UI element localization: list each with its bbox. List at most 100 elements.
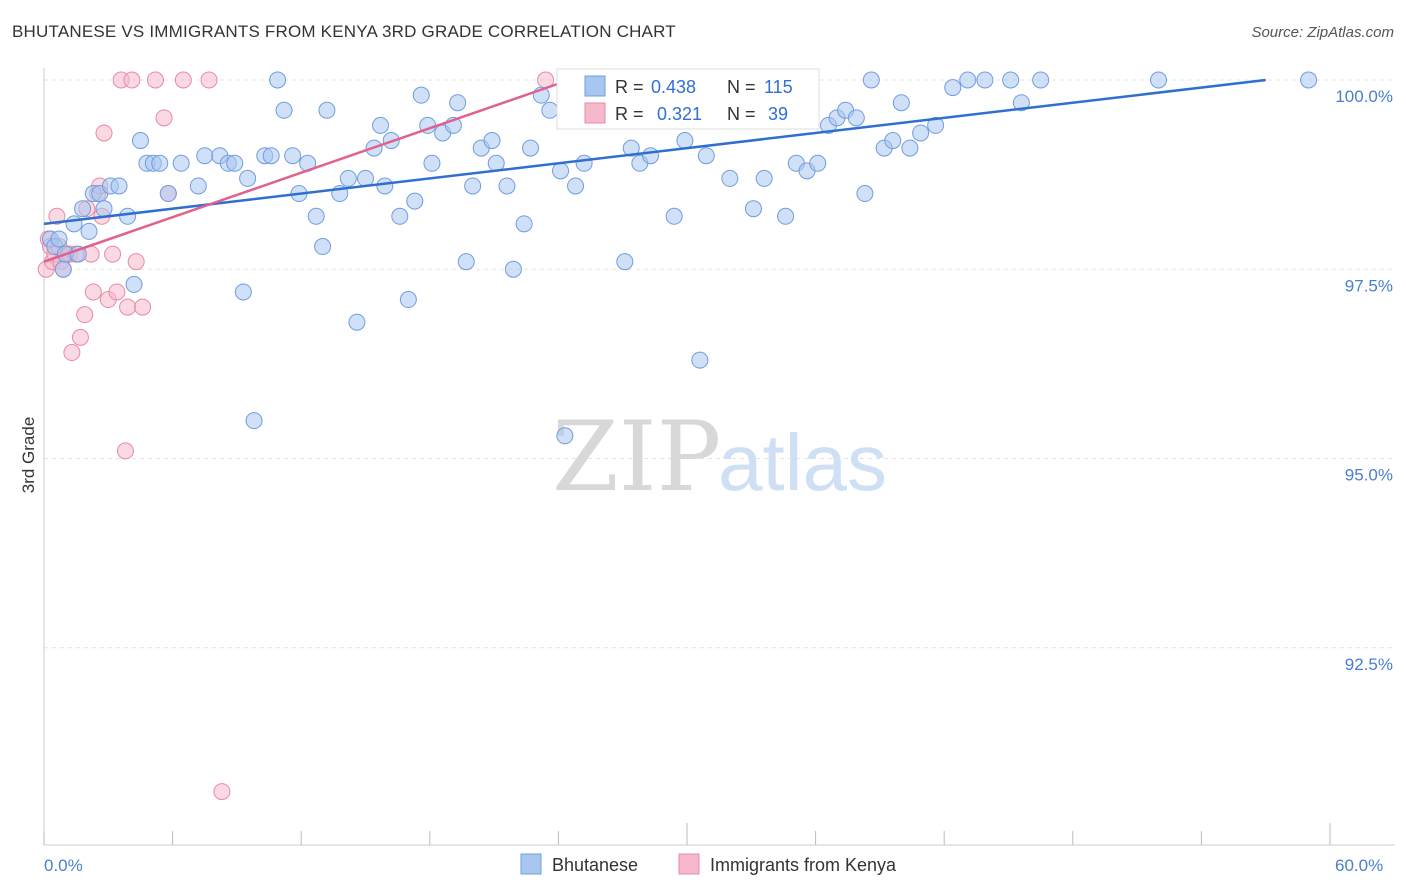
point-bhutanese-71: [575, 154, 593, 172]
point-bhutanese-57: [457, 253, 475, 271]
point-bhutanese-43: [357, 169, 374, 187]
x-tick-label-60: 60.0%: [1335, 856, 1383, 875]
legend-swatch-kenya: [584, 102, 606, 124]
chart-title: BHUTANESE VS IMMIGRANTS FROM KENYA 3RD G…: [12, 22, 676, 41]
bottom-legend-swatch-kenya: [678, 853, 700, 875]
point-bhutanese-102: [892, 94, 910, 112]
point-bhutanese-29: [245, 412, 263, 430]
bottom-legend-label-kenya: Immigrants from Kenya: [710, 855, 897, 875]
point-bhutanese-90: [777, 207, 795, 225]
bottom-legend: Bhutanese Immigrants from Kenya: [520, 853, 897, 875]
point-kenya-11: [63, 344, 81, 362]
point-kenya-17: [84, 283, 102, 301]
point-bhutanese-27: [234, 283, 252, 301]
grid: [44, 79, 1395, 649]
point-bhutanese-14: [119, 207, 137, 225]
y-tick-labels: 100.0% 97.5% 95.0% 92.5%: [1335, 87, 1393, 674]
point-bhutanese-65: [522, 139, 540, 157]
point-bhutanese-7: [74, 200, 92, 218]
point-bhutanese-70: [567, 177, 585, 195]
point-bhutanese-23: [196, 147, 214, 165]
point-bhutanese-15: [125, 275, 143, 293]
point-kenya-23: [104, 245, 122, 263]
point-kenya-35: [200, 71, 218, 89]
watermark-atlas: atlas: [718, 418, 887, 507]
point-bhutanese-74: [616, 253, 634, 271]
point-bhutanese-112: [1150, 71, 1168, 89]
point-bhutanese-83: [697, 147, 715, 165]
axes: [43, 68, 1395, 846]
point-bhutanese-98: [856, 185, 874, 203]
point-bhutanese-104: [912, 124, 930, 142]
series-bhutanese-points: [41, 71, 1318, 445]
point-bhutanese-60: [483, 132, 501, 150]
legend-swatch-bhutanese: [584, 75, 606, 97]
point-kenya-30: [134, 298, 152, 316]
point-bhutanese-20: [159, 185, 177, 203]
point-bhutanese-106: [944, 79, 962, 97]
point-bhutanese-53: [423, 154, 441, 172]
point-kenya-26: [116, 442, 134, 460]
point-bhutanese-67: [541, 101, 559, 119]
point-bhutanese-11: [95, 200, 113, 218]
point-bhutanese-113: [1300, 71, 1318, 89]
point-kenya-21: [95, 124, 113, 142]
point-bhutanese-97: [847, 109, 865, 127]
point-bhutanese-31: [262, 147, 280, 165]
point-bhutanese-56: [449, 94, 467, 112]
point-bhutanese-88: [755, 169, 773, 187]
source-credit: Source: ZipAtlas.com: [1251, 24, 1394, 41]
point-bhutanese-69: [556, 427, 574, 445]
watermark-zip: ZIP: [552, 401, 721, 513]
point-kenya-36: [213, 783, 231, 801]
point-kenya-5: [48, 207, 66, 225]
point-kenya-29: [127, 253, 145, 271]
point-kenya-31: [146, 71, 164, 89]
point-bhutanese-33: [275, 101, 293, 119]
point-bhutanese-19: [151, 154, 169, 172]
point-kenya-32: [155, 109, 173, 127]
point-bhutanese-108: [976, 71, 994, 89]
y-tick-label-0: 100.0%: [1335, 87, 1393, 106]
point-bhutanese-49: [399, 291, 417, 309]
legend-n-value-1: 115: [764, 77, 793, 97]
point-bhutanese-111: [1032, 71, 1050, 89]
y-tick-label-1: 97.5%: [1345, 276, 1393, 295]
legend-r-value-1: 0.438: [651, 77, 696, 97]
y-tick-label-2: 95.0%: [1345, 466, 1393, 485]
point-bhutanese-63: [504, 260, 522, 278]
point-bhutanese-85: [721, 169, 739, 187]
point-bhutanese-82: [691, 351, 709, 369]
legend-n-label-2: N =: [727, 104, 756, 124]
point-bhutanese-80: [676, 132, 694, 150]
point-bhutanese-87: [744, 200, 762, 218]
point-bhutanese-107: [959, 71, 977, 89]
point-bhutanese-37: [307, 207, 325, 225]
point-bhutanese-105: [927, 116, 945, 134]
point-bhutanese-26: [226, 154, 244, 172]
point-bhutanese-75: [622, 139, 640, 157]
point-bhutanese-58: [464, 177, 482, 195]
watermark: ZIP atlas: [552, 401, 887, 513]
point-kenya-28: [123, 71, 141, 89]
point-bhutanese-68: [552, 162, 570, 180]
trend-line-bhutanese: [43, 78, 1266, 226]
point-bhutanese-13: [110, 177, 128, 195]
point-bhutanese-21: [172, 154, 190, 172]
point-bhutanese-32: [269, 71, 287, 89]
point-bhutanese-99: [862, 71, 880, 89]
point-kenya-27: [119, 298, 137, 316]
point-kenya-13: [71, 328, 89, 346]
point-bhutanese-42: [348, 313, 366, 331]
point-bhutanese-46: [376, 177, 394, 195]
y-tick-label-3: 92.5%: [1345, 655, 1393, 674]
point-bhutanese-77: [642, 147, 660, 165]
point-bhutanese-34: [284, 147, 302, 165]
trend-line-kenya: [43, 78, 570, 263]
point-kenya-34: [174, 71, 192, 89]
point-bhutanese-38: [314, 238, 332, 256]
bottom-legend-label-bhutanese: Bhutanese: [552, 855, 638, 875]
y-axis-label: 3rd Grade: [19, 417, 38, 494]
point-bhutanese-48: [391, 207, 409, 225]
